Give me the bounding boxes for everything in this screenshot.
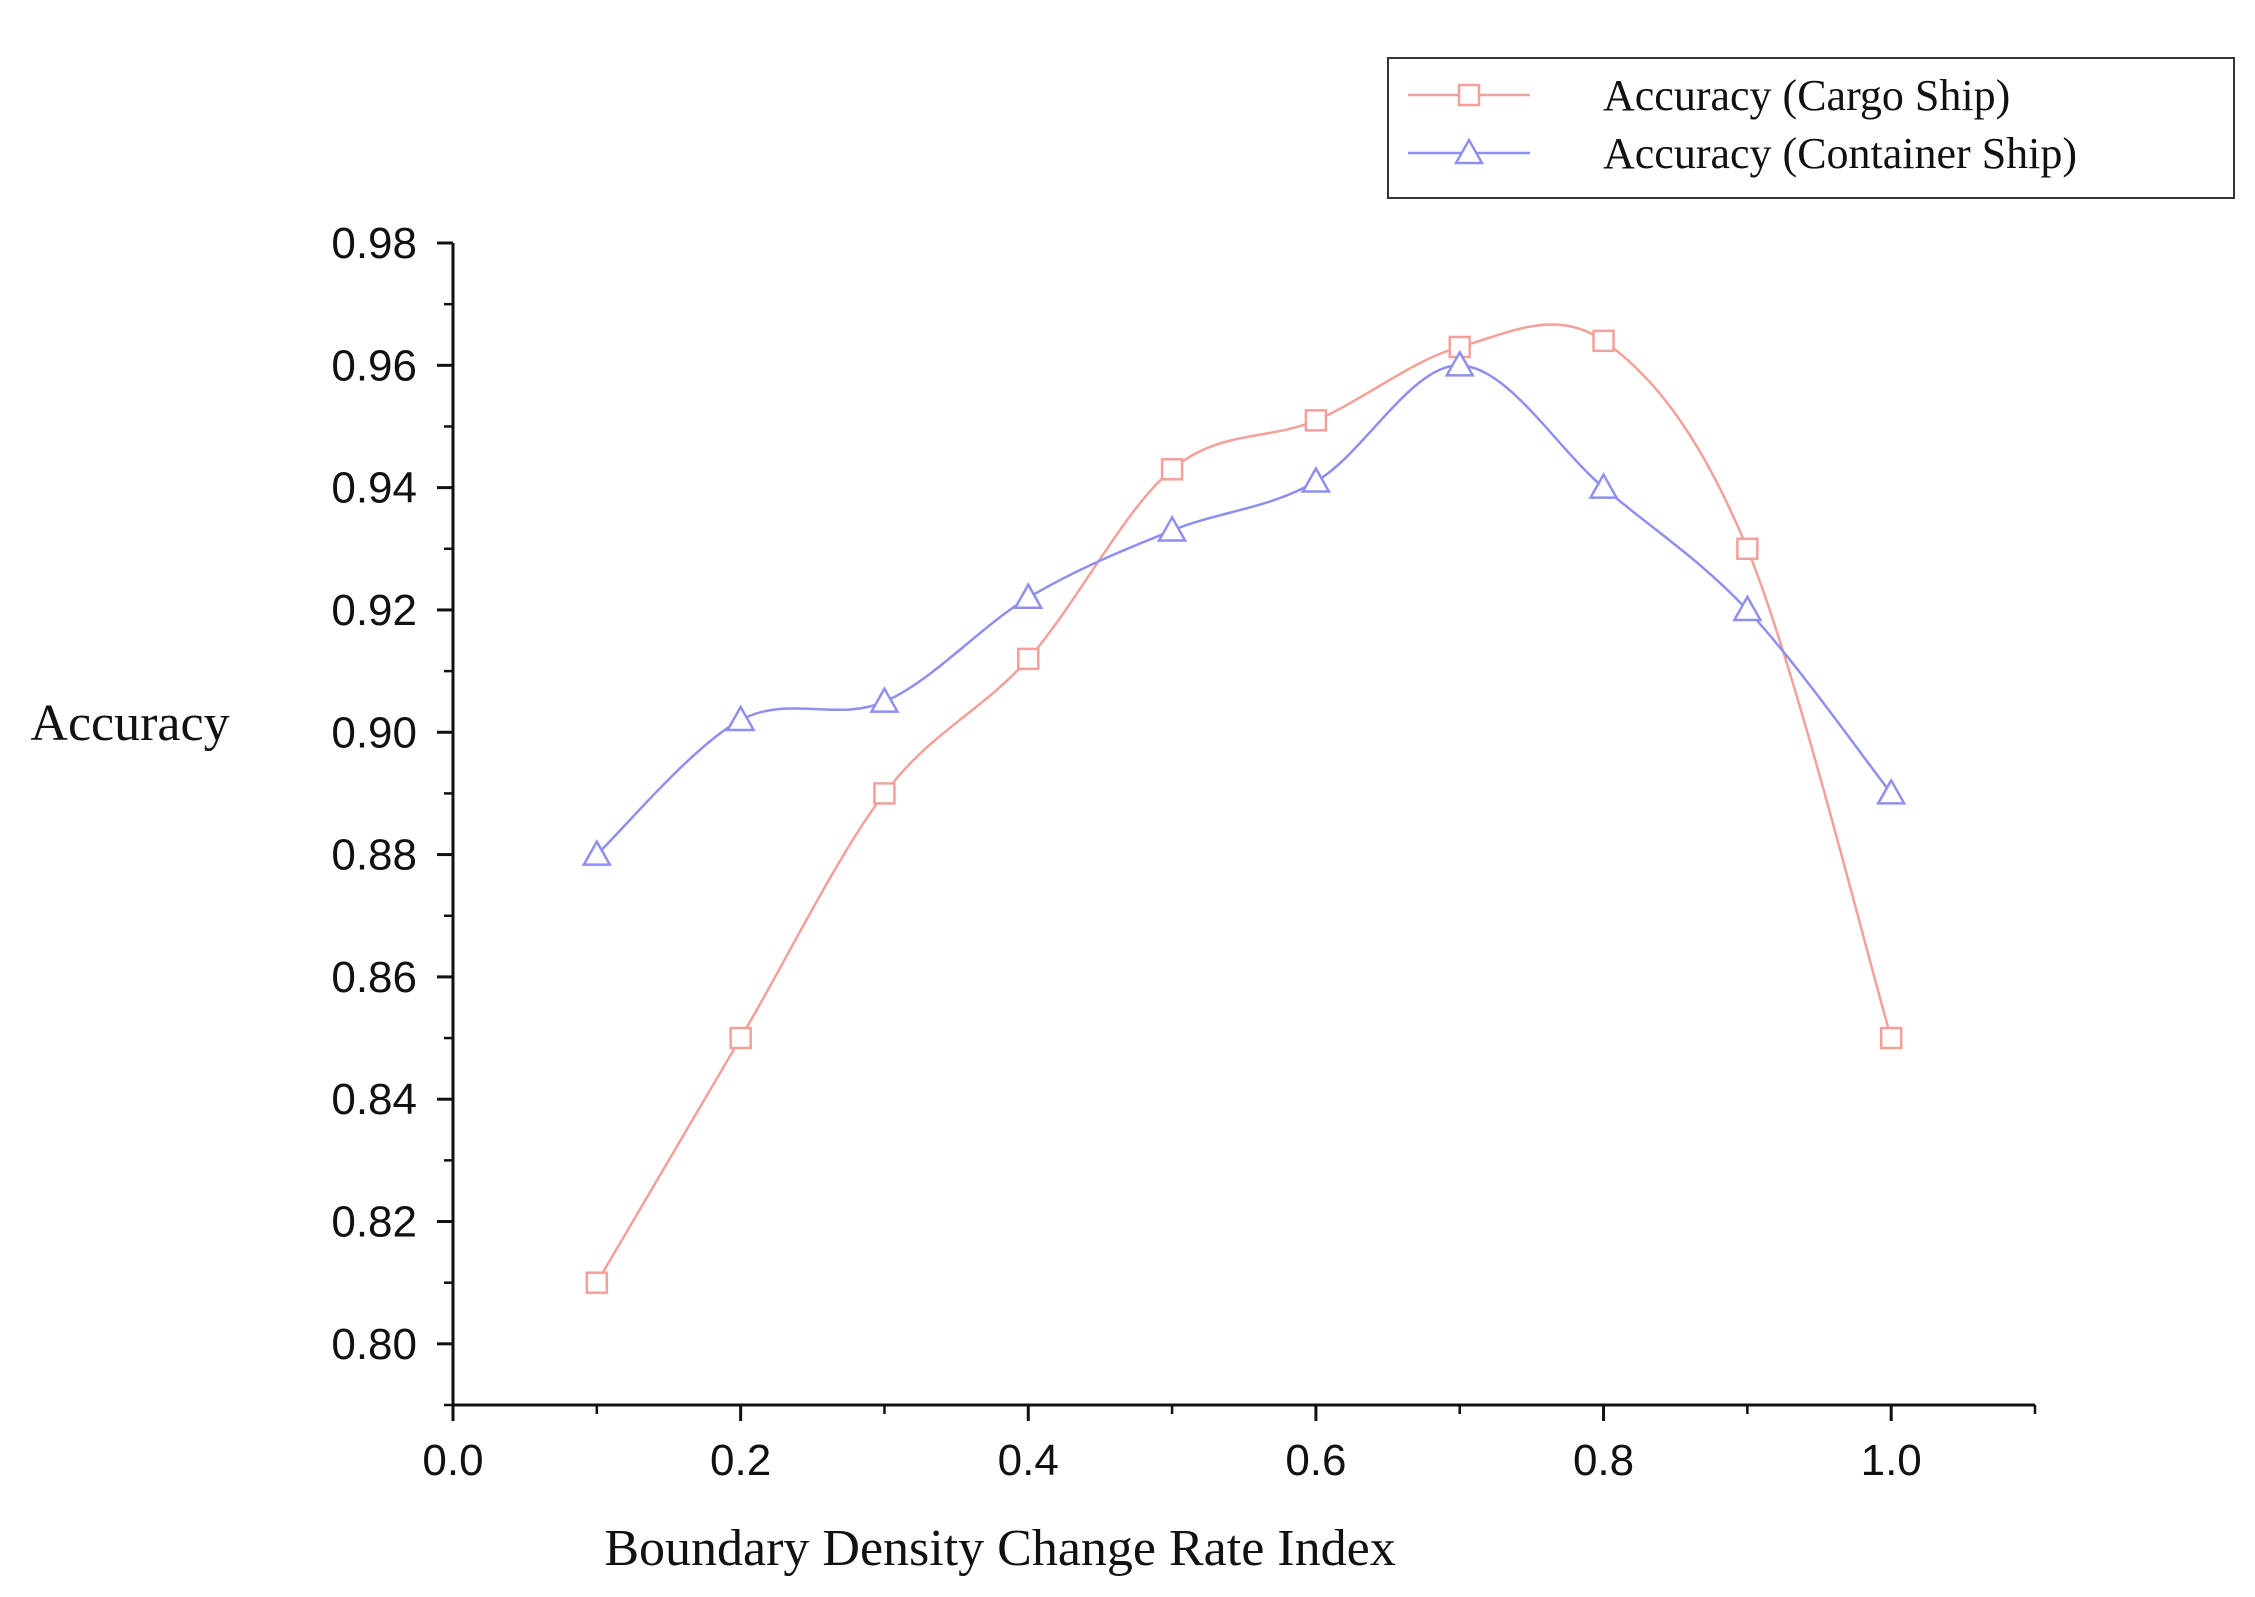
data-point-container-ship bbox=[1300, 465, 1332, 493]
y-tick-label: 0.82 bbox=[331, 1198, 417, 1247]
data-point-container-ship bbox=[1732, 594, 1763, 622]
data-point-cargo-ship bbox=[1736, 537, 1759, 561]
data-point-cargo-ship bbox=[1879, 1026, 1903, 1050]
series-layer bbox=[581, 323, 1907, 1294]
legend-marker-container-ship bbox=[1453, 137, 1485, 165]
legend-frame bbox=[1387, 57, 2235, 199]
y-tick-label: 0.84 bbox=[331, 1075, 417, 1124]
x-tick-label: 0.0 bbox=[422, 1436, 483, 1485]
y-tick-label: 0.86 bbox=[331, 953, 417, 1002]
data-point-cargo-ship bbox=[873, 782, 896, 805]
data-point-cargo-ship bbox=[585, 1271, 609, 1294]
data-point-cargo-ship bbox=[1017, 647, 1040, 671]
data-point-container-ship bbox=[1444, 349, 1475, 377]
y-tick-label: 0.92 bbox=[331, 586, 417, 635]
y-tick-label: 0.98 bbox=[331, 219, 417, 268]
series-line-container-ship bbox=[595, 364, 1893, 856]
axes: 0.80 0.82 0.84 0.86 0.88 0.90 0.92 0.94 0.96 0.98… bbox=[331, 219, 2037, 1485]
data-point-container-ship bbox=[1156, 514, 1188, 542]
data-point-container-ship bbox=[725, 704, 756, 732]
x-tick-label: 0.4 bbox=[998, 1436, 1059, 1485]
x-tick-label: 0.6 bbox=[1285, 1436, 1346, 1485]
x-tick-label: 0.8 bbox=[1573, 1436, 1634, 1485]
data-point-cargo-ship bbox=[1160, 458, 1184, 481]
y-axis-title: Accuracy bbox=[30, 695, 229, 752]
data-point-container-ship bbox=[869, 686, 900, 713]
x-tick-label: 0.2 bbox=[710, 1436, 771, 1485]
data-point-container-ship bbox=[1013, 582, 1044, 609]
y-tick-label: 0.90 bbox=[331, 708, 417, 757]
x-axis-title: Boundary Density Change Rate Index bbox=[604, 1520, 1395, 1577]
data-point-container-ship bbox=[1876, 777, 1907, 805]
legend: Accuracy (Cargo Ship) Accuracy (Container… bbox=[1387, 57, 2235, 199]
y-tick-label: 0.88 bbox=[331, 831, 417, 880]
series-line-cargo-ship bbox=[595, 323, 1893, 1284]
x-tick-label: 1.0 bbox=[1861, 1436, 1922, 1485]
y-tick-label: 0.96 bbox=[331, 341, 417, 390]
data-point-container-ship bbox=[1588, 472, 1619, 499]
data-point-cargo-ship bbox=[1304, 409, 1328, 432]
data-point-cargo-ship bbox=[729, 1026, 752, 1050]
legend-marker-cargo-ship bbox=[1457, 83, 1481, 107]
data-point-cargo-ship bbox=[1592, 329, 1615, 353]
data-point-container-ship bbox=[581, 839, 612, 866]
legend-label-container-ship: Accuracy (Container Ship) bbox=[1603, 129, 2077, 178]
legend-label-cargo-ship: Accuracy (Cargo Ship) bbox=[1603, 71, 2010, 120]
y-tick-label: 0.80 bbox=[331, 1320, 417, 1369]
y-tick-label: 0.94 bbox=[331, 464, 417, 513]
legend-items: Accuracy (Cargo Ship) Accuracy (Container… bbox=[1408, 71, 2077, 178]
